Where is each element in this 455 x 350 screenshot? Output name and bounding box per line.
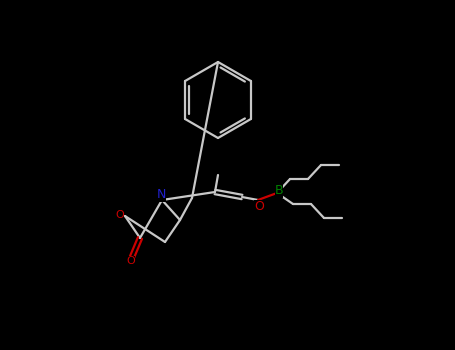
Text: O: O xyxy=(254,199,264,212)
Text: O: O xyxy=(126,256,136,266)
Text: O: O xyxy=(116,210,124,220)
Text: B: B xyxy=(275,184,283,197)
Text: N: N xyxy=(157,189,166,202)
